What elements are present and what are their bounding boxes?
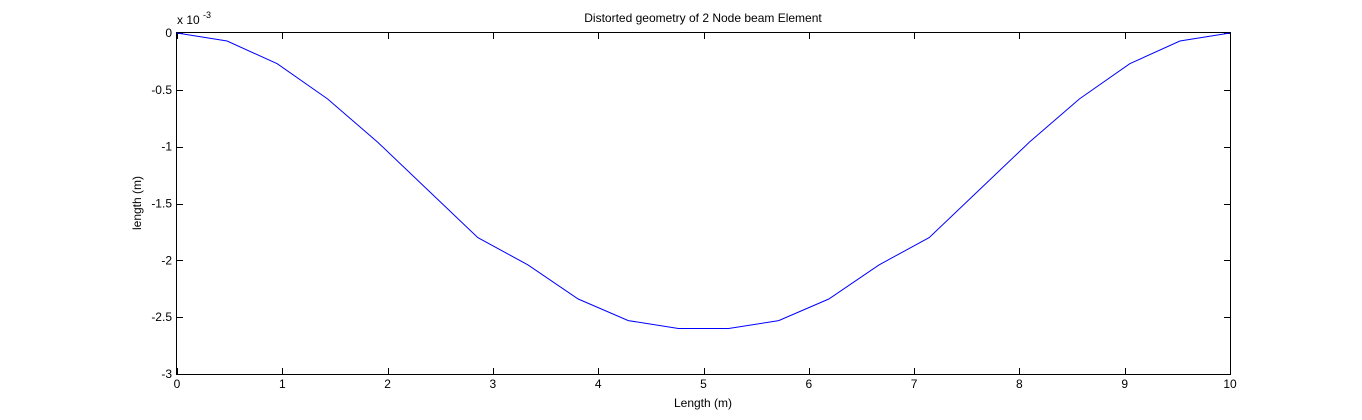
y-axis-title: length (m) (130, 176, 144, 230)
y-multiplier-label: x 10 -3 (177, 10, 211, 27)
y-tick-label: -0.5 (151, 83, 172, 97)
y-tick-label: -1.5 (151, 197, 172, 211)
plot-area: 0 1 2 3 4 5 6 7 8 9 10 0 -0.5 -1 -1.5 -2 -2.5 -3 (151, 26, 1237, 391)
chart-title: Distorted geometry of 2 Node beam Elemen… (584, 11, 822, 25)
x-ticks: 0 1 2 3 4 5 6 7 8 9 10 (174, 33, 1237, 391)
y-multiplier-exponent: -3 (203, 10, 211, 20)
x-axis-title: Length (m) (674, 396, 732, 410)
y-tick-label: 0 (165, 26, 172, 40)
series-line (176, 32, 1231, 329)
y-tick-label: -3 (161, 367, 172, 381)
x-tick-label: 5 (700, 377, 707, 391)
y-tick-label: -2.5 (151, 310, 172, 324)
x-tick-label: 7 (911, 377, 918, 391)
y-tick-label: -1 (161, 140, 172, 154)
x-tick-label: 6 (805, 377, 812, 391)
x-tick-label: 4 (595, 377, 602, 391)
x-tick-label: 0 (174, 377, 181, 391)
x-tick-label: 8 (1016, 377, 1023, 391)
y-multiplier-base: x 10 (177, 13, 200, 27)
x-tick-label: 9 (1121, 377, 1128, 391)
x-tick-label: 3 (490, 377, 497, 391)
x-tick-label: 1 (279, 377, 286, 391)
y-ticks: 0 -0.5 -1 -1.5 -2 -2.5 -3 (151, 26, 1230, 381)
x-tick-label: 10 (1223, 377, 1237, 391)
x-tick-label: 2 (384, 377, 391, 391)
axes-box (176, 32, 1231, 375)
y-tick-label: -2 (161, 253, 172, 267)
